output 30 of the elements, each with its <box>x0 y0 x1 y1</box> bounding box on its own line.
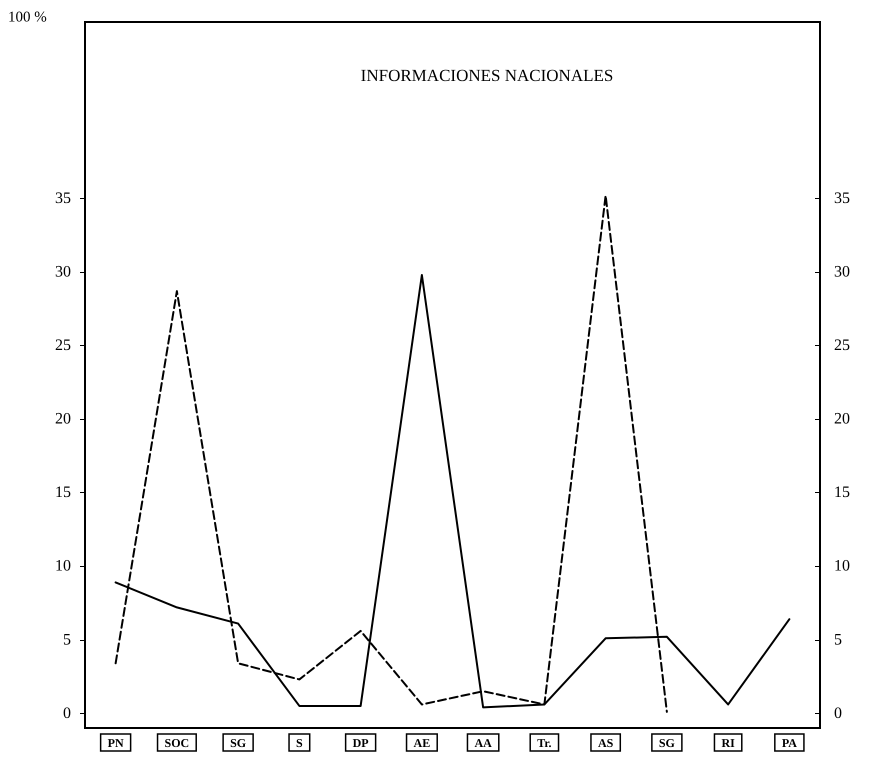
x-tick-label: SOC <box>164 736 190 750</box>
y2-tick-label: 25 <box>834 337 850 354</box>
y-tick-label: 10 <box>55 558 71 575</box>
x-tick-label: AA <box>474 736 492 750</box>
y-tick-label: 20 <box>55 410 71 428</box>
x-tick-label: S <box>296 736 304 750</box>
y-tick-label: 30 <box>55 264 71 281</box>
x-tick-label: DP <box>352 736 369 750</box>
x-tick-label: SG <box>658 736 675 750</box>
y2-tick-label: 5 <box>834 631 842 648</box>
y-tick-label: 35 <box>55 190 71 207</box>
y2-tick-label: 30 <box>834 264 850 281</box>
x-tick-label: PN <box>108 736 124 750</box>
x-tick-label: PA <box>782 736 798 750</box>
x-tick-label: SG <box>230 736 246 750</box>
y-tick-label: 25 <box>55 337 71 354</box>
y2-tick-label: 20 <box>834 410 850 428</box>
x-tick-label: AE <box>414 736 430 750</box>
text: 100 % <box>8 10 47 26</box>
y-tick-label: 15 <box>55 484 71 502</box>
y2-tick-label: 15 <box>834 484 850 502</box>
text: INFORMACIONES NACIONALES <box>360 66 614 85</box>
y2-tick-label: 10 <box>834 558 850 575</box>
y-tick-label: 5 <box>63 631 71 648</box>
y-tick-label: 0 <box>63 704 71 722</box>
y2-tick-label: 0 <box>834 704 842 722</box>
y2-tick-label: 35 <box>834 190 850 207</box>
x-tick-label: AS <box>598 736 614 750</box>
x-tick-label: RI <box>721 736 736 750</box>
x-tick-label: Tr. <box>537 736 552 750</box>
